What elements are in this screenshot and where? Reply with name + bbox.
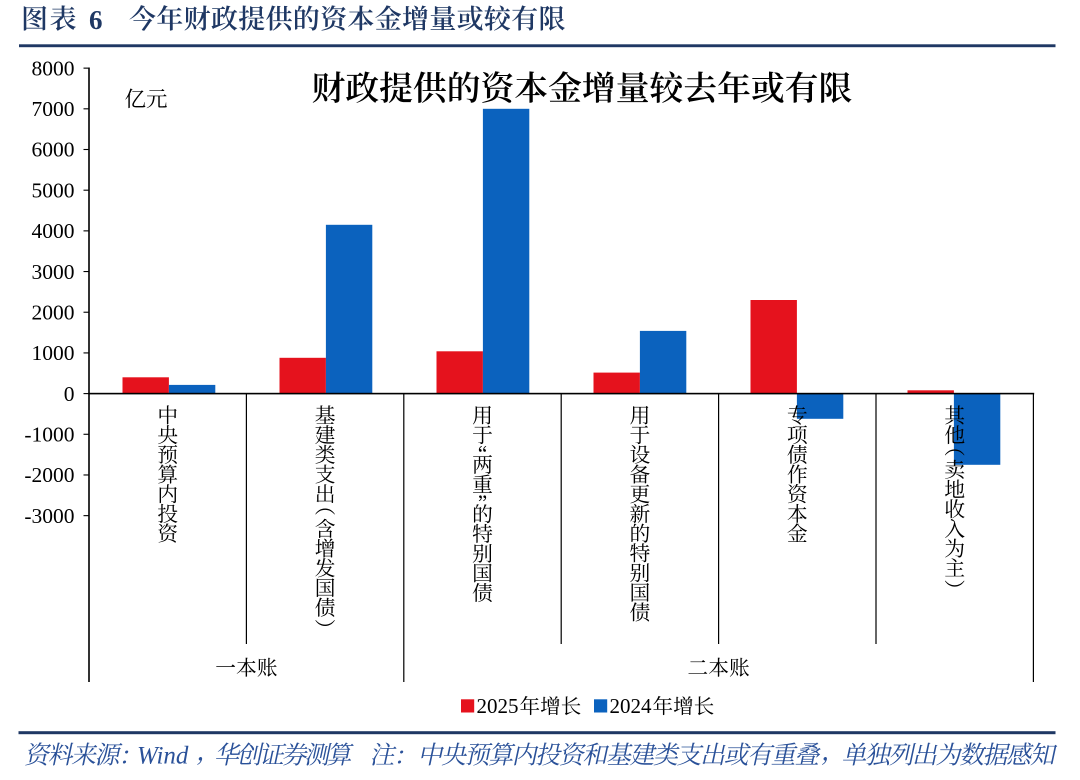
svg-text:-2000: -2000	[24, 463, 74, 487]
svg-text:8000: 8000	[32, 56, 75, 80]
svg-text:6000: 6000	[32, 138, 75, 162]
svg-text:4000: 4000	[32, 219, 75, 243]
svg-text:0: 0	[64, 382, 75, 406]
svg-text:-3000: -3000	[24, 504, 74, 528]
svg-text:6: 6	[89, 5, 103, 35]
svg-text:3000: 3000	[32, 260, 75, 284]
svg-text:5000: 5000	[32, 178, 75, 202]
svg-text:2025: 2025	[477, 694, 519, 718]
svg-text:2000: 2000	[32, 300, 75, 324]
svg-text:1000: 1000	[32, 341, 75, 365]
svg-text:Wind: Wind	[137, 743, 189, 770]
svg-text:-1000: -1000	[24, 423, 74, 447]
svg-text:2024: 2024	[610, 694, 653, 718]
svg-text:7000: 7000	[32, 97, 75, 121]
